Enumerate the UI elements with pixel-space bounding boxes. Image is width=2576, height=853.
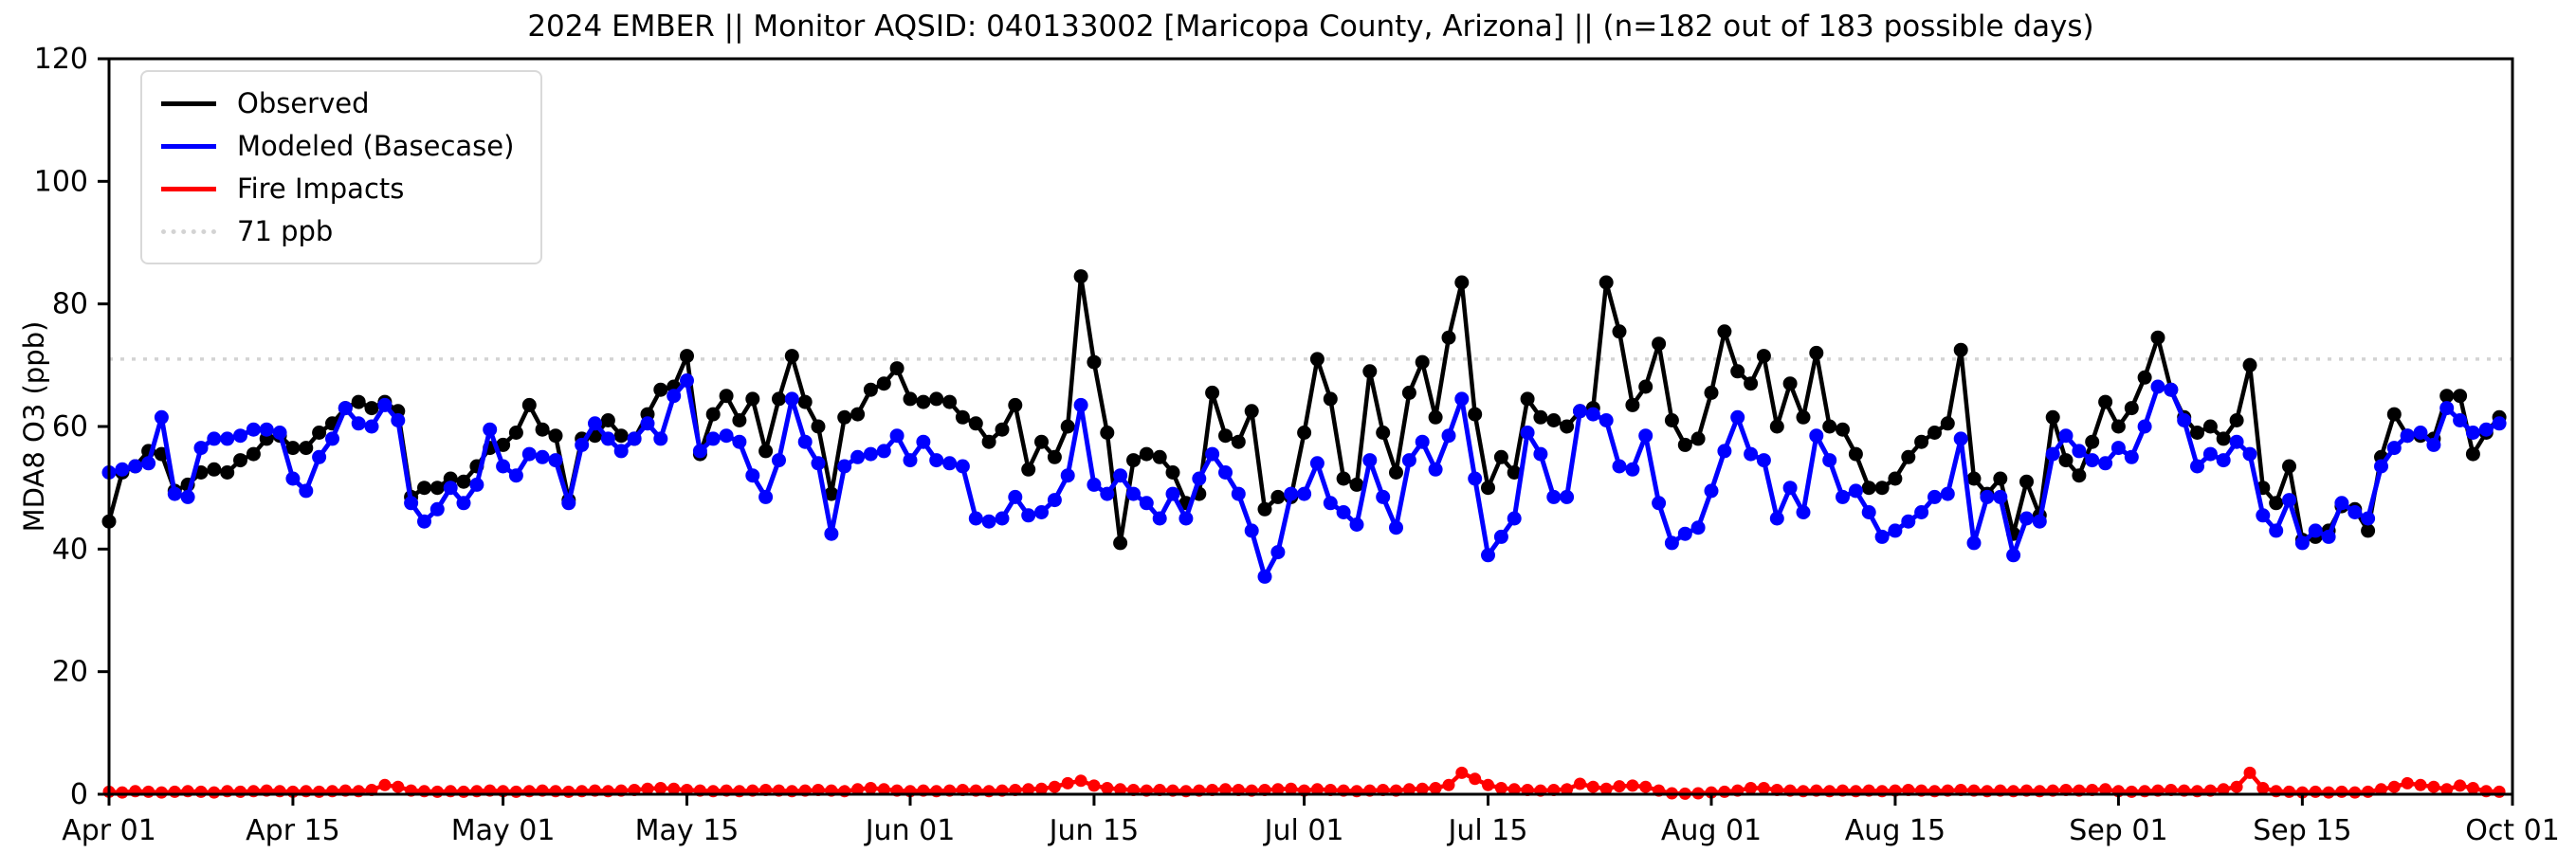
svg-text:Aug 15: Aug 15 bbox=[1845, 814, 1946, 847]
y-axis: 0 20 40 60 80 100 120 bbox=[34, 43, 109, 811]
observed-series bbox=[101, 269, 2507, 551]
modeled-line-swatch bbox=[161, 143, 216, 149]
svg-text:80: 80 bbox=[52, 288, 88, 321]
threshold-line-swatch bbox=[161, 228, 216, 234]
legend-label-threshold: 71 ppb bbox=[237, 215, 334, 247]
legend-label-observed: Observed bbox=[237, 87, 370, 119]
svg-text:Oct 01: Oct 01 bbox=[2465, 814, 2560, 847]
legend-item-threshold: 71 ppb bbox=[161, 215, 514, 247]
svg-text:120: 120 bbox=[34, 43, 88, 76]
svg-text:Jul 01: Jul 01 bbox=[1263, 814, 1344, 847]
svg-text:Jul 15: Jul 15 bbox=[1447, 814, 1528, 847]
legend-label-fire-impacts: Fire Impacts bbox=[237, 172, 405, 205]
observed-line-swatch bbox=[161, 100, 216, 106]
svg-text:Sep 15: Sep 15 bbox=[2253, 814, 2351, 847]
legend-item-modeled: Modeled (Basecase) bbox=[161, 130, 514, 162]
svg-text:0: 0 bbox=[70, 778, 88, 811]
svg-text:100: 100 bbox=[34, 165, 88, 198]
modeled-series bbox=[101, 373, 2507, 584]
svg-text:May 15: May 15 bbox=[635, 814, 740, 847]
svg-text:Apr 15: Apr 15 bbox=[246, 814, 340, 847]
svg-text:Aug 01: Aug 01 bbox=[1661, 814, 1762, 847]
svg-text:Apr 01: Apr 01 bbox=[62, 814, 156, 847]
legend-item-observed: Observed bbox=[161, 87, 514, 119]
svg-text:60: 60 bbox=[52, 410, 88, 444]
svg-text:Sep 01: Sep 01 bbox=[2069, 814, 2167, 847]
legend-label-modeled: Modeled (Basecase) bbox=[237, 130, 515, 162]
svg-text:40: 40 bbox=[52, 533, 88, 566]
svg-text:May 01: May 01 bbox=[451, 814, 556, 847]
plot-border bbox=[107, 57, 2514, 796]
svg-text:Jun 15: Jun 15 bbox=[1048, 814, 1140, 847]
svg-text:20: 20 bbox=[52, 656, 88, 689]
chart-title: 2024 EMBER || Monitor AQSID: 040133002 [… bbox=[527, 9, 2094, 44]
x-axis: Apr 01 Apr 15 May 01 May 15 Jun 01 Jun 15 Jul … bbox=[62, 794, 2560, 847]
svg-text:Jun 01: Jun 01 bbox=[864, 814, 956, 847]
legend: Observed Modeled (Basecase) Fire Impacts… bbox=[140, 70, 543, 264]
fire-impacts-line-swatch bbox=[161, 186, 216, 191]
legend-item-fire-impacts: Fire Impacts bbox=[161, 172, 514, 205]
y-axis-label: MDA8 O3 (ppb) bbox=[18, 320, 50, 533]
